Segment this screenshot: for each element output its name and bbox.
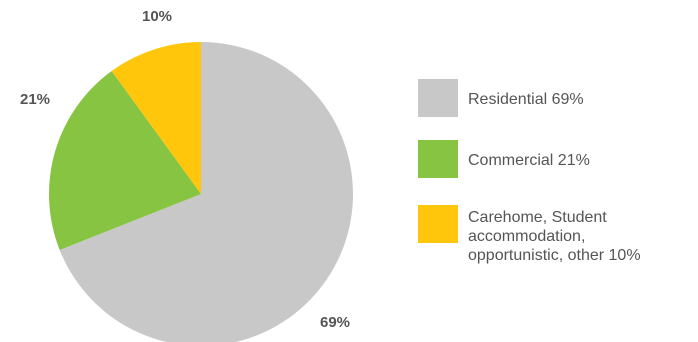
pie-slices bbox=[48, 42, 353, 342]
legend-swatch bbox=[418, 205, 458, 243]
legend-label-line: Residential 69% bbox=[468, 91, 584, 108]
legend-label-line: opportunistic, other 10% bbox=[468, 247, 641, 264]
pie-data-label: 21% bbox=[20, 91, 50, 108]
legend-label: Residential 69% bbox=[468, 91, 584, 108]
pie-slice-residential bbox=[59, 42, 353, 342]
legend-label-line: Commercial 21% bbox=[468, 152, 590, 169]
pie-data-label: 69% bbox=[320, 314, 350, 331]
legend: Residential 69% Commercial 21% Carehome, S… bbox=[418, 79, 641, 264]
pie-slice-commercial bbox=[48, 71, 201, 250]
legend-label-line: accommodation, bbox=[468, 228, 585, 245]
pie-data-labels: 69% 21% 10% bbox=[20, 8, 350, 331]
legend-swatch bbox=[418, 140, 458, 178]
legend-label-line: Carehome, Student bbox=[468, 209, 607, 226]
pie-slice-carehome bbox=[111, 42, 201, 194]
legend-swatch bbox=[418, 79, 458, 117]
legend-label: Commercial 21% bbox=[468, 152, 590, 169]
legend-label: Carehome, Student accommodation, opportuni… bbox=[468, 209, 641, 264]
pie-data-label: 10% bbox=[142, 8, 172, 25]
